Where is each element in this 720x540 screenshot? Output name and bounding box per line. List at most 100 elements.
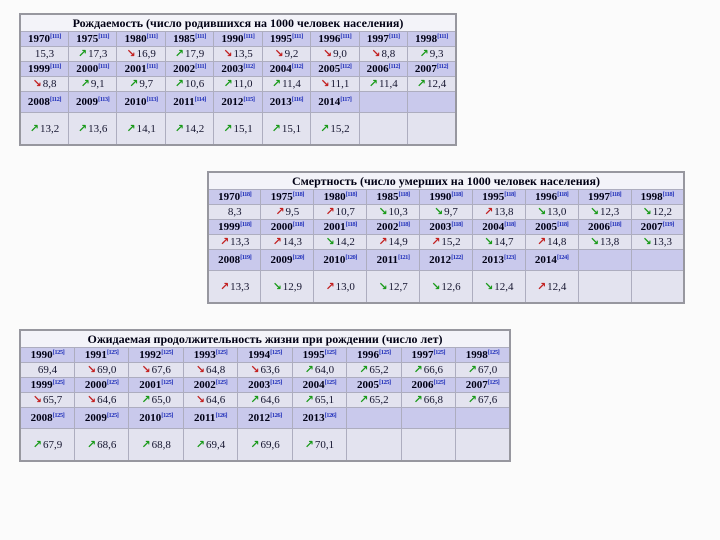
footnote-ref-link[interactable]: [112] bbox=[436, 63, 449, 70]
footnote-ref-link[interactable]: [125] bbox=[215, 349, 228, 356]
footnote-ref-link[interactable]: [118] bbox=[345, 191, 358, 198]
footnote-ref-link[interactable]: [125] bbox=[379, 379, 391, 386]
footnote-ref-link[interactable]: [112] bbox=[388, 63, 401, 70]
footnote-ref-link[interactable]: [111] bbox=[98, 63, 110, 70]
footnote-ref-link[interactable]: [118] bbox=[557, 221, 569, 228]
footnote-ref-link[interactable]: [125] bbox=[215, 379, 228, 386]
footnote-ref-link[interactable]: [125] bbox=[52, 412, 65, 419]
value-cell: ↘67,6 bbox=[128, 362, 184, 378]
footnote-ref-link[interactable]: [111] bbox=[146, 63, 158, 70]
footnote-ref-link[interactable]: [118] bbox=[609, 191, 622, 198]
footnote-ref-link[interactable]: [118] bbox=[662, 191, 675, 198]
footnote-ref-link[interactable]: [118] bbox=[451, 221, 463, 228]
footnote-ref-link[interactable]: [125] bbox=[487, 349, 500, 356]
footnote-ref-link[interactable]: [120] bbox=[345, 254, 357, 261]
footnote-ref-link[interactable]: [125] bbox=[324, 349, 337, 356]
footnote-ref-link[interactable]: [118] bbox=[292, 221, 305, 228]
footnote-ref-link[interactable]: [125] bbox=[270, 349, 282, 356]
footnote-ref-link[interactable]: [125] bbox=[52, 349, 65, 356]
footnote-ref-link[interactable]: [118] bbox=[451, 191, 463, 198]
footnote-ref-link[interactable]: [119] bbox=[240, 254, 252, 261]
trend-up-icon: ↗ bbox=[174, 47, 185, 60]
footnote-ref-link[interactable]: [111] bbox=[340, 33, 352, 40]
value-cell: ↘13,3 bbox=[630, 234, 685, 250]
year-cell: 2002[118] bbox=[366, 219, 420, 235]
footnote-ref-link[interactable]: [125] bbox=[161, 349, 173, 356]
footnote-ref-link[interactable]: [111] bbox=[195, 33, 206, 40]
year-label: 2003 bbox=[248, 379, 271, 391]
footnote-ref-link[interactable]: [118] bbox=[557, 191, 569, 198]
footnote-ref-link[interactable]: [126] bbox=[270, 412, 282, 419]
footnote-ref-link[interactable]: [118] bbox=[345, 221, 358, 228]
year-label: 1994 bbox=[248, 349, 271, 361]
footnote-ref-link[interactable]: [122] bbox=[451, 254, 463, 261]
footnote-ref-link[interactable]: [117] bbox=[340, 96, 352, 103]
footnote-ref-link[interactable]: [112] bbox=[291, 63, 304, 70]
footnote-ref-link[interactable]: [113] bbox=[98, 96, 110, 103]
value-label: 66,8 bbox=[423, 394, 444, 406]
value-cell: ↗12,4 bbox=[524, 270, 579, 304]
footnote-ref-link[interactable]: [125] bbox=[106, 412, 119, 419]
footnote-ref-link[interactable]: [121] bbox=[397, 254, 410, 261]
footnote-ref-link[interactable]: [118] bbox=[240, 221, 252, 228]
value-cell: ↗12,4 bbox=[407, 76, 457, 92]
value-cell: ↘65,7 bbox=[19, 392, 75, 408]
footnote-ref-link[interactable]: [112] bbox=[243, 63, 255, 70]
footnote-ref-link[interactable]: [118] bbox=[609, 221, 622, 228]
footnote-ref-link[interactable]: [114] bbox=[194, 96, 207, 103]
footnote-ref-link[interactable]: [111] bbox=[437, 33, 448, 40]
footnote-ref-link[interactable]: [119] bbox=[662, 221, 675, 228]
footnote-ref-link[interactable]: [112] bbox=[49, 96, 62, 103]
year-cell: 2000[125] bbox=[73, 377, 130, 393]
footnote-ref-link[interactable]: [118] bbox=[398, 221, 410, 228]
year-label: 2012 bbox=[429, 254, 452, 266]
footnote-ref-link[interactable]: [111] bbox=[291, 33, 303, 40]
footnote-ref-link[interactable]: [118] bbox=[292, 191, 305, 198]
footnote-ref-link[interactable]: [111] bbox=[50, 63, 61, 70]
footnote-ref-link[interactable]: [125] bbox=[106, 349, 119, 356]
footnote-ref-link[interactable]: [118] bbox=[398, 191, 410, 198]
footnote-ref-link[interactable]: [111] bbox=[388, 33, 400, 40]
trend-down-icon: ↘ bbox=[536, 205, 547, 218]
footnote-ref-link[interactable]: [120] bbox=[292, 254, 305, 261]
footnote-ref-link[interactable]: [113] bbox=[146, 96, 158, 103]
footnote-ref-link[interactable]: [125] bbox=[487, 379, 500, 386]
footnote-ref-link[interactable]: [125] bbox=[52, 379, 65, 386]
footnote-ref-link[interactable]: [126] bbox=[324, 412, 337, 419]
value-cell: ↗65,0 bbox=[128, 392, 184, 408]
footnote-ref-link[interactable]: [123] bbox=[504, 254, 516, 261]
footnote-ref-link[interactable]: [125] bbox=[270, 379, 282, 386]
trend-up-icon: ↗ bbox=[77, 47, 88, 60]
footnote-ref-link[interactable]: [111] bbox=[146, 33, 158, 40]
year-label: 2007 bbox=[640, 221, 663, 233]
footnote-ref-link[interactable]: [125] bbox=[161, 379, 173, 386]
footnote-ref-link[interactable]: [118] bbox=[240, 191, 252, 198]
value-cell: ↗69,6 bbox=[237, 428, 293, 462]
footnote-ref-link[interactable]: [115] bbox=[243, 96, 255, 103]
year-label: 1997 bbox=[411, 349, 434, 361]
footnote-ref-link[interactable]: [125] bbox=[106, 379, 119, 386]
value-cell: ↗11,4 bbox=[261, 76, 312, 92]
footnote-ref-link[interactable]: [112] bbox=[340, 63, 352, 70]
footnote-ref-link[interactable]: [125] bbox=[433, 349, 446, 356]
footnote-ref-link[interactable]: [125] bbox=[379, 349, 391, 356]
footnote-ref-link[interactable]: [111] bbox=[98, 33, 110, 40]
value-label: 67,6 bbox=[151, 364, 171, 376]
trend-up-icon: ↗ bbox=[195, 437, 206, 451]
footnote-ref-link[interactable]: [118] bbox=[504, 191, 516, 198]
footnote-ref-link[interactable]: [111] bbox=[50, 33, 61, 40]
year-label: 1992 bbox=[139, 349, 162, 361]
footnote-ref-link[interactable]: [124] bbox=[556, 254, 569, 261]
footnote-ref-link[interactable]: [111] bbox=[195, 63, 206, 70]
footnote-ref-link[interactable]: [125] bbox=[161, 412, 173, 419]
value-label: 11,4 bbox=[282, 78, 301, 90]
footnote-ref-link[interactable]: [116] bbox=[291, 96, 304, 103]
footnote-ref-link[interactable]: [125] bbox=[433, 379, 446, 386]
footnote-ref-link[interactable]: [126] bbox=[215, 412, 228, 419]
footnote-ref-link[interactable]: [111] bbox=[243, 33, 255, 40]
trend-up-icon: ↗ bbox=[484, 205, 494, 218]
footnote-ref-link[interactable]: [125] bbox=[324, 379, 337, 386]
footnote-ref-link[interactable]: [118] bbox=[504, 221, 516, 228]
trend-down-icon: ↘ bbox=[371, 47, 381, 60]
trend-up-icon: ↗ bbox=[174, 77, 185, 90]
